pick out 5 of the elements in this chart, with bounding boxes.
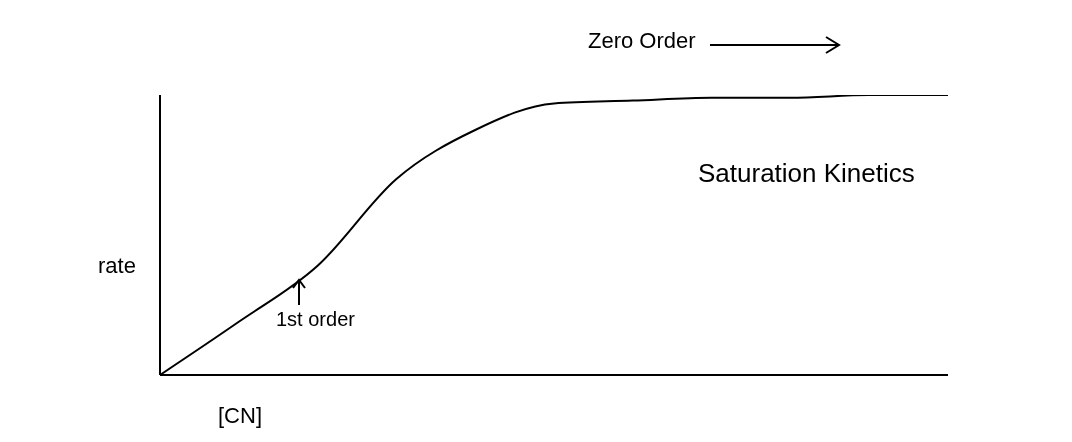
text: Zero Order (588, 28, 696, 54)
text: Saturation Kinetics (698, 158, 915, 189)
y-axis-title: rate (98, 253, 136, 279)
x-axis-title: [CN] (218, 403, 262, 429)
annotation: 1st order (276, 308, 355, 331)
